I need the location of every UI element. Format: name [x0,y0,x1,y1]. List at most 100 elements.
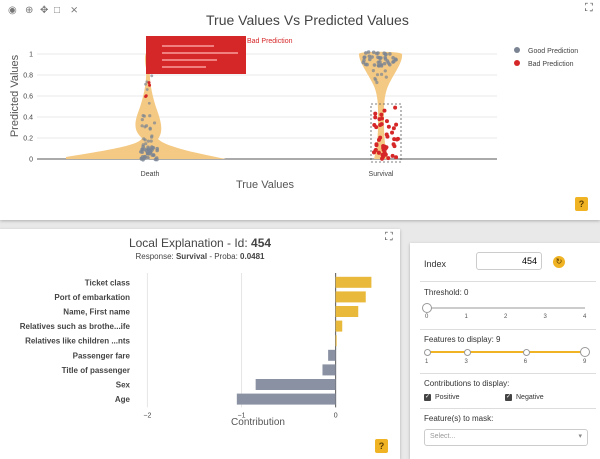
good-point [140,124,144,128]
good-point [366,50,371,54]
good-point [148,114,152,118]
refresh-icon[interactable]: ↻ [553,256,565,268]
contribution-bar[interactable] [335,276,372,288]
contribution-bar[interactable] [335,306,359,317]
help-button[interactable]: ? [375,439,388,453]
contribution-bar[interactable] [335,335,337,347]
good-point [375,80,379,85]
good-point [377,64,381,68]
chevron-down-icon: ▾ [578,433,582,440]
autoscale-icon[interactable]: ⨯ [70,5,79,16]
bad-point [384,132,389,137]
negative-label[interactable]: Negative [516,394,544,401]
contribution-bar[interactable] [335,291,366,303]
fullscreen-icon[interactable]: ⛶ [385,231,393,243]
contributions-label: Contributions to display: [424,379,510,388]
threshold-slider-track[interactable] [427,307,585,309]
good-point [151,153,156,157]
violin-death [66,52,226,159]
local-explanation-card: Local Explanation - Id: 454 Response: Su… [0,229,400,459]
bad-point [380,156,385,161]
threshold-tick-label: 0 [425,314,429,320]
good-point [147,101,151,105]
good-point [378,60,382,64]
good-point [149,139,153,143]
positive-checkbox[interactable]: ✓ [424,394,431,401]
bad-point [384,145,389,150]
controls-card: Index ↻ Threshold: 0 0 1 2 3 4 Features to d… [410,243,600,459]
good-point [383,55,387,60]
good-point [386,61,391,65]
camera-icon[interactable]: ◉ [8,5,17,16]
bad-point [374,142,379,147]
features-tick-label: 3 [464,359,468,365]
positive-label[interactable]: Positive [435,394,460,401]
bad-point [386,156,391,161]
response-line: Response: Survival - Proba: 0.0481 [0,252,400,261]
features-slider-track[interactable] [427,351,585,353]
good-point [154,156,159,160]
bad-point [377,117,382,122]
mask-select[interactable]: Select... ▾ [424,429,588,446]
divider [420,408,596,409]
good-point [145,88,149,91]
bad-point [144,94,148,98]
bad-point [380,152,385,157]
response-label: Response: [135,252,176,261]
response-value: Survival [175,252,208,261]
good-point [364,51,368,55]
contribution-bar[interactable] [255,379,336,390]
divider [420,329,596,330]
box-select-icon[interactable]: □ [54,5,61,16]
contribution-bar[interactable] [328,349,336,361]
local-explanation-title: Local Explanation - Id: 454 [0,236,400,250]
bad-point [379,122,384,127]
pan-icon[interactable]: ✥ [40,5,49,16]
good-point [141,143,145,147]
title-prefix: Local Explanation - Id: [128,236,252,250]
x-tick-label: −2 [143,412,151,419]
feature-label: Relatives like children ...nts [25,337,130,346]
help-button[interactable]: ? [575,197,588,211]
feature-labels: Ticket class Port of embarkation Name, Fir… [20,278,131,404]
threshold-tick-label: 1 [464,314,468,320]
y-tick-label: 0.2 [23,136,33,143]
contribution-bar[interactable] [322,364,336,376]
good-point [144,82,147,86]
violin-survival [358,51,403,159]
legend-bad-label[interactable]: Bad Prediction [528,61,574,68]
good-point [379,64,384,68]
good-point [143,154,147,159]
x-ticks: −2 −1 0 [143,412,337,419]
features-slider-handle[interactable] [580,347,590,357]
good-point [146,145,150,150]
threshold-tick-label: 2 [504,314,508,320]
y-tick-label: 0 [29,157,33,164]
legend-good-marker[interactable] [514,47,520,53]
x-tick-survival: Survival [369,171,394,178]
features-label: Features to display: 9 [424,335,501,344]
bad-point [390,153,395,158]
threshold-slider-handle[interactable] [422,303,432,313]
bad-point [391,126,396,131]
feature-label: Title of passenger [62,366,130,375]
legend-bad-marker[interactable] [514,60,520,66]
good-point [379,72,384,76]
index-input[interactable] [476,252,542,270]
feature-label: Name, First name [63,308,130,317]
bad-point [384,119,389,124]
good-prediction-points [139,50,398,162]
good-point [383,69,387,73]
zoom-icon[interactable]: ⊕ [25,5,34,16]
contribution-bar[interactable] [335,320,343,332]
contribution-bar[interactable] [236,393,336,405]
fullscreen-icon[interactable]: ⛶ [585,2,593,14]
legend-good-label[interactable]: Good Prediction [528,48,578,55]
bad-point [381,143,386,149]
x-axis-title: True Values [236,179,295,191]
mask-placeholder: Select... [430,433,456,440]
x-tick-label: 0 [334,412,338,419]
bad-point [396,136,401,141]
good-point [152,121,157,125]
negative-checkbox[interactable]: ✓ [505,394,512,401]
